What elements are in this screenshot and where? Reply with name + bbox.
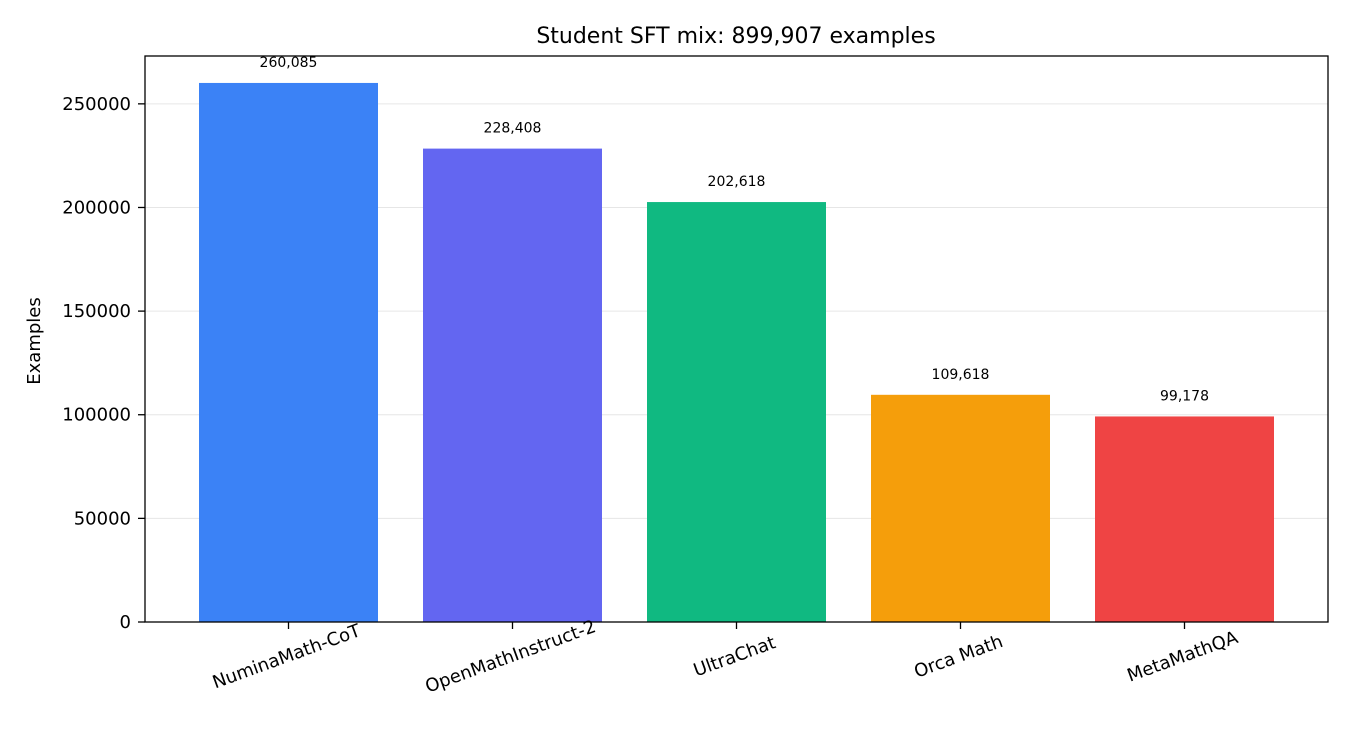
chart-title: Student SFT mix: 899,907 examples: [536, 24, 935, 49]
bar-value-label: 109,618: [932, 367, 990, 383]
bar: [647, 202, 826, 622]
bar: [423, 148, 602, 622]
data-labels: 260,085 228,408 202,618 109,618 99,178: [260, 55, 1209, 404]
y-tick-label: 250000: [62, 94, 131, 115]
bars: [199, 82, 1274, 622]
y-tick-label: 200000: [62, 197, 131, 218]
bar: [199, 82, 378, 622]
bar-value-label: 260,085: [260, 55, 318, 71]
y-tick-label: 100000: [62, 405, 131, 426]
bar-value-label: 99,178: [1160, 388, 1209, 404]
bar-value-label: 202,618: [708, 174, 766, 190]
bar: [1095, 416, 1274, 622]
bar: [871, 394, 1050, 622]
y-axis-label: Examples: [24, 297, 45, 384]
bar-value-label: 228,408: [484, 121, 542, 137]
y-axis-ticks: 0 50000 100000 150000 200000 250000: [62, 94, 145, 633]
y-tick-label: 50000: [74, 508, 131, 529]
y-tick-label: 0: [120, 612, 131, 633]
y-tick-label: 150000: [62, 301, 131, 322]
